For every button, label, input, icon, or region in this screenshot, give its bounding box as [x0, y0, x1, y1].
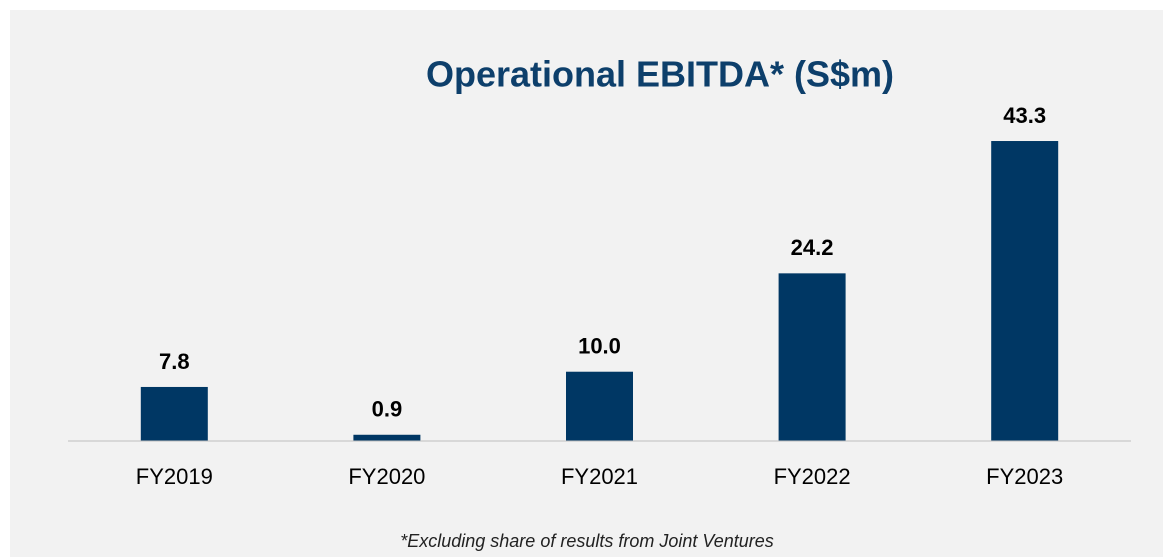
value-label: 24.2	[791, 235, 834, 260]
footnote: *Excluding share of results from Joint V…	[400, 531, 774, 551]
value-label: 43.3	[1003, 103, 1046, 128]
bar	[140, 386, 208, 441]
chart-background	[10, 10, 1163, 557]
bar	[353, 434, 421, 441]
x-tick-label: FY2022	[774, 464, 851, 489]
bar	[991, 141, 1059, 442]
value-label: 7.8	[159, 349, 190, 374]
bar	[778, 273, 846, 441]
x-tick-label: FY2020	[348, 464, 425, 489]
x-tick-label: FY2021	[561, 464, 638, 489]
value-label: 0.9	[372, 397, 403, 422]
x-tick-label: FY2023	[986, 464, 1063, 489]
x-tick-label: FY2019	[136, 464, 213, 489]
value-label: 10.0	[578, 334, 621, 359]
chart-title: Operational EBITDA* (S$m)	[426, 54, 894, 95]
bar	[566, 371, 633, 441]
